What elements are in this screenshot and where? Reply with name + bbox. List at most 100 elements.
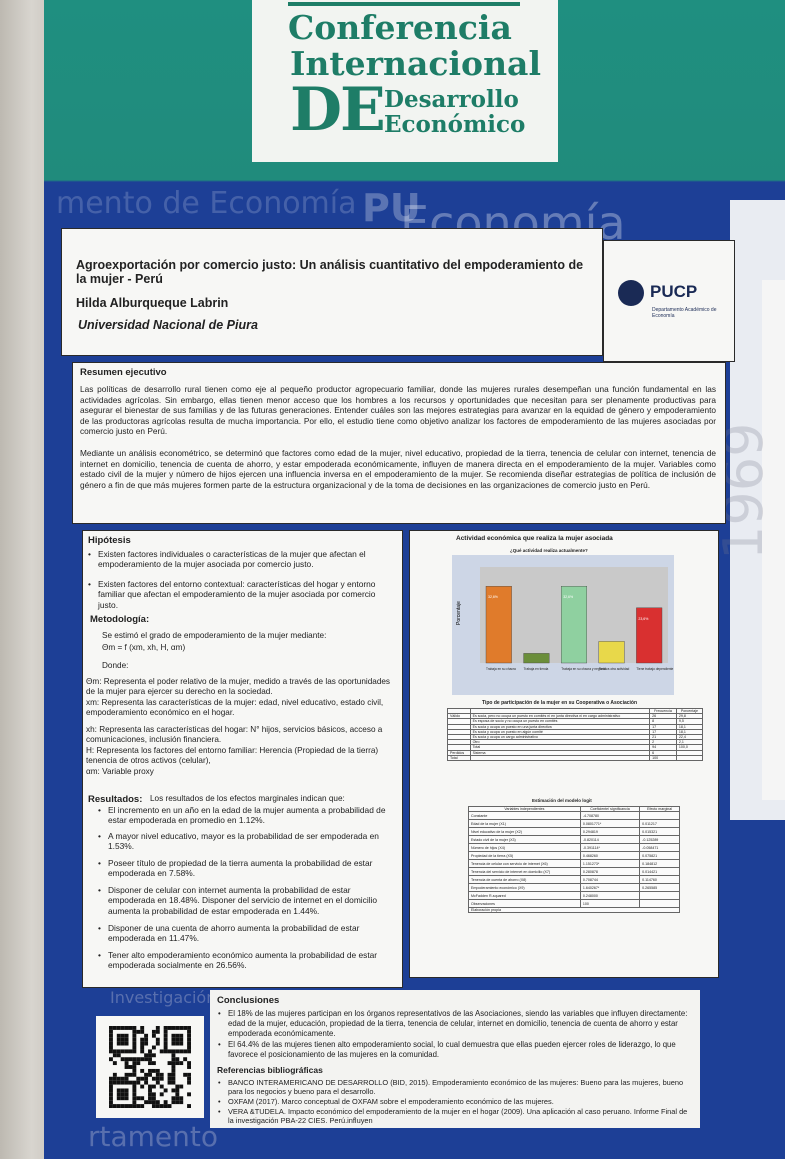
bar-label: 23,6% — [638, 617, 648, 621]
table-row: Edad de la mujer (X1) 0.0801771* 0.011217 — [468, 819, 680, 829]
qr-module — [163, 1104, 168, 1108]
qr-module — [151, 1084, 156, 1089]
qr-module — [116, 1080, 121, 1085]
qr-module — [132, 1080, 137, 1085]
qr-module — [132, 1084, 137, 1089]
qr-module — [144, 1080, 149, 1085]
qr-module — [120, 1092, 125, 1097]
qr-module — [124, 1026, 129, 1030]
category-label: Tiene trabajo dependiente — [636, 667, 673, 671]
qr-module — [136, 1061, 141, 1066]
logit-table: Variables independientes Coeficiente/ sig… — [468, 805, 680, 914]
qr-module — [167, 1061, 172, 1066]
qr-module — [175, 1088, 180, 1093]
qr-code-icon[interactable] — [106, 1026, 194, 1108]
qr-module — [163, 1041, 168, 1046]
banner-rule — [288, 2, 520, 6]
table-cell: Número de hijos (X4) — [468, 843, 581, 853]
qr-module — [109, 1037, 113, 1042]
figure-subtitle: ¿Qué actividad realiza actualmente? — [510, 548, 588, 553]
qr-module — [171, 1088, 176, 1093]
qr-module — [175, 1037, 180, 1042]
qr-module — [112, 1104, 117, 1108]
table-cell: 0.708744 — [579, 875, 641, 885]
qr-module — [120, 1076, 125, 1081]
qr-module — [124, 1096, 129, 1101]
methodology-definition: H: Representa los factores del entorno f… — [86, 746, 379, 766]
qr-module — [120, 1033, 125, 1038]
qr-module — [144, 1072, 149, 1077]
qr-module — [171, 1100, 176, 1105]
qr-module — [155, 1100, 160, 1105]
qr-module — [112, 1080, 117, 1085]
category-label: Trabaja en tienda — [524, 667, 549, 671]
qr-module — [136, 1104, 141, 1108]
qr-module — [136, 1096, 141, 1101]
qr-module — [163, 1037, 168, 1042]
qr-module — [163, 1045, 168, 1050]
poster-title: Agroexportación por comercio justo: Un a… — [76, 258, 584, 286]
qr-module — [148, 1049, 152, 1054]
methodology-formula: Θm = f (xm, xh, H, αm) — [102, 643, 186, 652]
qr-module — [171, 1049, 176, 1054]
qr-module — [144, 1041, 149, 1046]
hypothesis-item: Existen factores individuales o caracter… — [88, 549, 396, 570]
table-row: Total 100 — [447, 754, 704, 762]
qr-module — [148, 1096, 152, 1101]
qr-module — [187, 1076, 191, 1081]
qr-module — [171, 1057, 176, 1062]
conclusions-heading: Conclusiones — [217, 995, 280, 1006]
table-cell: Edad de la mujer (X1) — [468, 819, 581, 829]
results-item: A mayor nivel educativo, mayor es la pro… — [98, 831, 396, 852]
table-note: Elaboración propia — [468, 907, 680, 914]
table-cell: 0.114760 — [639, 875, 680, 885]
table-row: Número de hijos (X4) -0.391114* -0.058471 — [468, 843, 680, 853]
table-row: Válido Es socia, pero no ocupa un puesto … — [447, 713, 704, 720]
qr-module — [140, 1041, 145, 1046]
qr-module — [159, 1104, 164, 1108]
qr-module — [171, 1033, 176, 1038]
qr-module — [140, 1076, 145, 1081]
poster-university: Universidad Nacional de Piura — [78, 318, 258, 332]
bar-label: 32,6% — [563, 595, 573, 599]
qr-module — [163, 1033, 168, 1038]
hypothesis-heading: Hipótesis — [88, 535, 131, 546]
qr-module — [187, 1061, 191, 1066]
table-cell: Es socia, pero no ocupa un puesto en com… — [469, 713, 651, 720]
qr-module — [179, 1037, 184, 1042]
qr-module — [112, 1061, 117, 1066]
qr-module — [128, 1080, 133, 1085]
qr-module — [187, 1049, 191, 1054]
qr-module — [116, 1041, 121, 1046]
table1-title: Tipo de participación de la mujer en su … — [482, 700, 638, 706]
qr-module — [175, 1049, 180, 1054]
reference-item: OXFAM (2017). Marco conceptual de OXFAM … — [218, 1097, 690, 1106]
qr-module — [132, 1088, 137, 1093]
qr-module — [171, 1065, 176, 1069]
table-row: Propiedad de la tierra (X5) 0.468260 0.075… — [468, 851, 680, 861]
qr-module — [175, 1100, 180, 1105]
qr-module — [124, 1104, 129, 1108]
methodology-line: Se estimó el grado de empoderamiento de … — [102, 631, 327, 640]
table-cell: Nivel educativo de la mujer (X2) — [468, 827, 581, 837]
qr-module — [155, 1080, 160, 1085]
qr-module — [128, 1065, 133, 1069]
table-row: Empoderamiento económico (X9) 1.640267* 0.… — [468, 883, 680, 893]
qr-module — [159, 1072, 164, 1077]
qr-module — [128, 1104, 133, 1108]
qr-module — [136, 1057, 141, 1062]
bar-label: 32,6% — [488, 595, 498, 599]
reference-item: VERA &TUDELA. Impacto económico del empo… — [218, 1107, 690, 1125]
qr-module — [124, 1076, 129, 1081]
table-cell: 0.0801771* — [579, 819, 641, 829]
qr-module — [179, 1041, 184, 1046]
qr-module — [144, 1057, 149, 1062]
methodology-line: Donde: — [102, 661, 129, 670]
bar — [523, 653, 550, 664]
qr-module — [155, 1037, 160, 1042]
qr-module — [124, 1041, 129, 1046]
qr-module — [112, 1026, 117, 1030]
qr-module — [155, 1041, 160, 1046]
reference-item: BANCO INTERAMERICANO DE DESARROLLO (BID,… — [218, 1078, 690, 1096]
table-cell: Tenencia de celular con servicio de inte… — [468, 859, 581, 869]
